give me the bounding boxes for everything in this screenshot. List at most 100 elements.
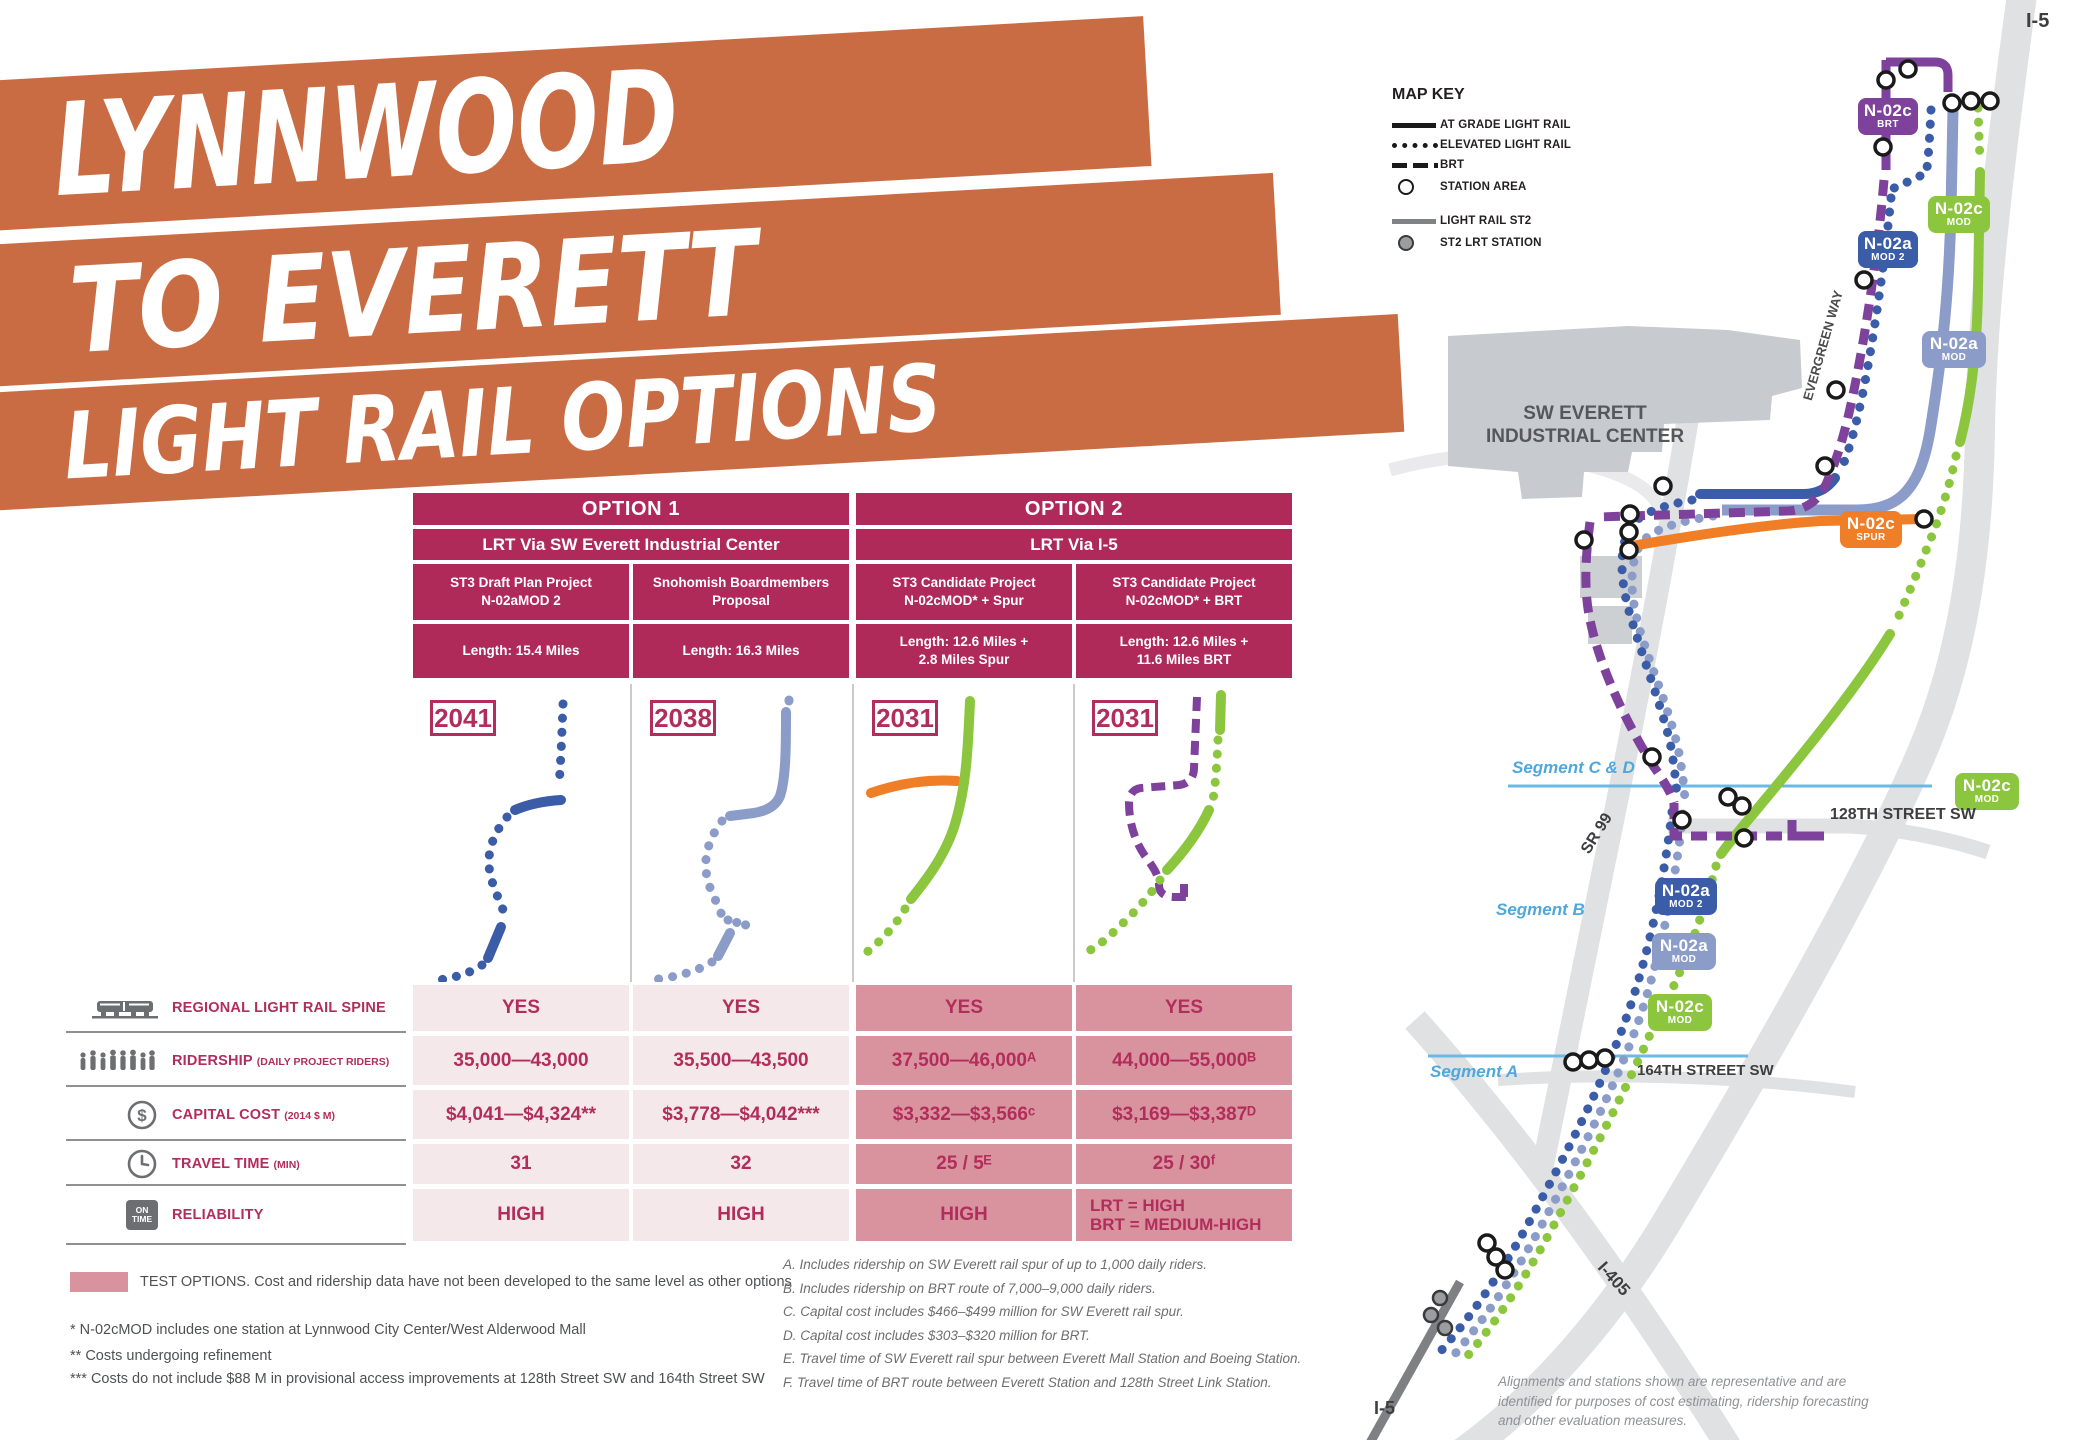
- row-label-ridership: RIDERSHIP (DAILY PROJECT RIDERS): [66, 1036, 408, 1085]
- dollar-icon: $: [66, 1099, 172, 1131]
- footnote-star1: * N-02cMOD includes one station at Lynnw…: [70, 1322, 586, 1338]
- footnote-star3: *** Costs do not include $88 M in provis…: [70, 1371, 765, 1387]
- badge-n02c-mod-mid: N-02c MOD: [1955, 773, 2019, 810]
- data-cell: HIGH: [633, 1189, 849, 1241]
- row-divider: [66, 1031, 406, 1033]
- map-key-title: MAP KEY: [1392, 86, 1465, 103]
- year-badge-column4: 2031: [1092, 700, 1158, 736]
- row-label-text: RIDERSHIP (DAILY PROJECT RIDERS): [172, 1052, 390, 1069]
- row-divider: [66, 1184, 406, 1186]
- data-cell: YES: [633, 985, 849, 1031]
- year-badge-column1: 2041: [430, 700, 496, 736]
- column1-project: ST3 Draft Plan Project N-02aMOD 2: [413, 564, 629, 620]
- riders-icon: [66, 1048, 172, 1074]
- data-cell: 35,500—43,500: [633, 1036, 849, 1085]
- test-options-swatch: [70, 1272, 128, 1292]
- row-divider: [66, 1139, 406, 1141]
- year-badge-column3: 2031: [872, 700, 938, 736]
- badge-n02c-mod-low: N-02c MOD: [1648, 994, 1712, 1031]
- key-item-at-grade: AT GRADE LIGHT RAIL: [1392, 119, 1571, 131]
- route-diagram-column3: [862, 696, 975, 957]
- data-cell: HIGH: [413, 1189, 629, 1241]
- option2-via: LRT Via I-5: [856, 529, 1292, 560]
- route-diagram-column4: [1078, 690, 1226, 959]
- data-cell: HIGH: [856, 1189, 1072, 1241]
- row-label-rail-spine: REGIONAL LIGHT RAIL SPINE: [66, 985, 408, 1031]
- option1-via: LRT Via SW Everett Industrial Center: [413, 529, 849, 560]
- row-divider: [66, 1243, 406, 1245]
- footnote-a: A. Includes ridership on SW Everett rail…: [783, 1257, 1207, 1272]
- row-divider: [66, 1085, 406, 1087]
- clock-icon: [66, 1148, 172, 1180]
- badge-n02c-brt: N-02c BRT: [1858, 98, 1918, 135]
- row-label-travel-time: TRAVEL TIME (MIN): [66, 1144, 408, 1184]
- footnote-d: D. Capital cost includes $303–$320 milli…: [783, 1327, 1090, 1343]
- column4-length: Length: 12.6 Miles + 11.6 Miles BRT: [1076, 624, 1292, 678]
- data-cell: 31: [413, 1144, 629, 1184]
- badge-n02a-mod-top: N-02a MOD: [1922, 331, 1986, 368]
- data-cell: 25 / 30ᶠ: [1076, 1144, 1292, 1184]
- data-cell: LRT = HIGH BRT = MEDIUM-HIGH: [1076, 1189, 1292, 1241]
- st2-station-swatch: [1398, 235, 1414, 251]
- data-cell: 32: [633, 1144, 849, 1184]
- option2-header: OPTION 2: [856, 493, 1292, 525]
- map-canvas: [1366, 0, 2037, 1440]
- badge-n02c-mod-top: N-02c MOD: [1928, 196, 1990, 233]
- row-label-text: TRAVEL TIME (MIN): [172, 1156, 300, 1172]
- key-item-st2-station: ST2 LRT STATION: [1392, 235, 1571, 251]
- data-cell: 37,500—46,000ᴬ: [856, 1036, 1072, 1085]
- map-key: MAP KEY AT GRADE LIGHT RAIL ELEVATED LIG…: [1392, 86, 1571, 259]
- footnote-c: C. Capital cost includes $466–$499 milli…: [783, 1304, 1184, 1319]
- data-cell: $3,169—$3,387ᴰ: [1076, 1090, 1292, 1139]
- banner-lynnwood-text: LYNNWOOD: [49, 42, 683, 227]
- badge-n02a-mod2-top: N-02a MOD 2: [1858, 231, 1918, 268]
- row-label-capital-cost: $ CAPITAL COST (2014 $ M): [66, 1090, 408, 1139]
- segment-b-label: Segment B: [1496, 900, 1585, 919]
- badge-n02a-mod-low: N-02a MOD: [1652, 933, 1716, 970]
- data-cell: $4,041—$4,324**: [413, 1090, 629, 1139]
- year-badge-column2: 2038: [650, 700, 716, 736]
- diagram-divider: [630, 684, 632, 982]
- segment-cd-label: Segment C & D: [1512, 758, 1635, 777]
- elevated-line-swatch: [1392, 142, 1438, 148]
- map-caption: Alignments and stations shown are repres…: [1498, 1374, 1869, 1429]
- data-cell: 44,000—55,000ᴮ: [1076, 1036, 1292, 1085]
- option1-header: OPTION 1: [413, 493, 849, 525]
- key-item-elevated: ELEVATED LIGHT RAIL: [1392, 139, 1571, 151]
- data-cell: $3,332—$3,566ᶜ: [856, 1090, 1072, 1139]
- row-label-text: RELIABILITY: [172, 1207, 264, 1223]
- route-map: MAP KEY AT GRADE LIGHT RAIL ELEVATED LIG…: [1330, 0, 2076, 1440]
- row-label-reliability: ON TIME RELIABILITY: [66, 1189, 408, 1241]
- st2-line: [1366, 1279, 1464, 1440]
- footnote-star2: ** Costs undergoing refinement: [70, 1348, 272, 1364]
- route-diagram-column1: [425, 699, 568, 982]
- diagram-divider: [852, 684, 854, 982]
- segment-a-label: Segment A: [1430, 1062, 1519, 1081]
- industrial-center-label: SW EVERETT INDUSTRIAL CENTER: [1485, 403, 1685, 447]
- key-item-brt: BRT: [1392, 159, 1571, 171]
- data-cell: YES: [856, 985, 1072, 1031]
- banner-to-everett-text: TO EVERETT: [65, 203, 761, 381]
- badge-n02a-mod2-low: N-02a MOD 2: [1655, 878, 1717, 915]
- spur-line: [1627, 514, 1931, 551]
- footnote-e: E. Travel time of SW Everett rail spur b…: [783, 1351, 1302, 1366]
- data-cell: YES: [1076, 985, 1292, 1031]
- st2-line-swatch: [1392, 218, 1436, 224]
- at-grade-line-swatch: [1392, 122, 1436, 128]
- street-128-label: 128TH STREET SW: [1830, 806, 1976, 823]
- column3-length: Length: 12.6 Miles + 2.8 Miles Spur: [856, 624, 1072, 678]
- stations-layer: [1477, 59, 2000, 1280]
- column2-length: Length: 16.3 Miles: [633, 624, 849, 678]
- i5-top-label: I-5: [2026, 10, 2050, 32]
- street-164-label: 164TH STREET SW: [1637, 1062, 1774, 1079]
- on-time-icon: ON TIME: [66, 1200, 172, 1230]
- i5-bottom-label: I-5: [1374, 1398, 1396, 1418]
- route-diagram-column2: [644, 695, 794, 982]
- data-cell: $3,778—$4,042***: [633, 1090, 849, 1139]
- station-area-swatch: [1398, 179, 1414, 195]
- column3-project: ST3 Candidate Project N-02cMOD* + Spur: [856, 564, 1072, 620]
- badge-n02c-spur: N-02c SPUR: [1840, 511, 1902, 548]
- lettered-footnotes: A. Includes ridership on SW Everett rail…: [783, 1253, 1302, 1394]
- key-item-st2: LIGHT RAIL ST2: [1392, 215, 1571, 227]
